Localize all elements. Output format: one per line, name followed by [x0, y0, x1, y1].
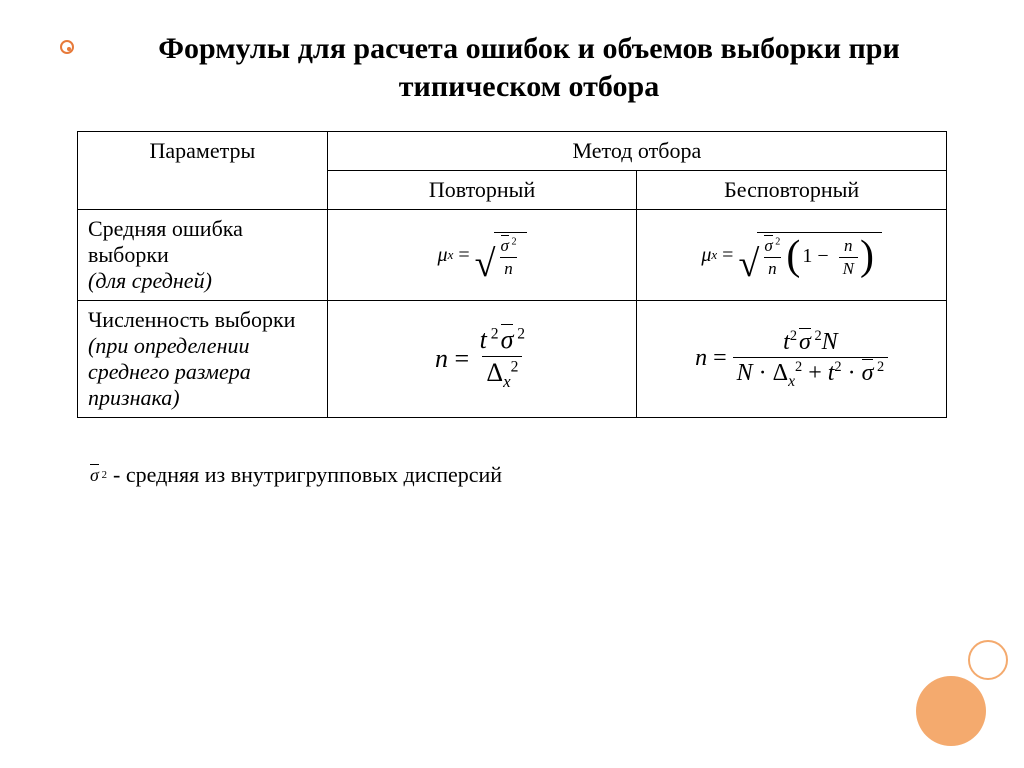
- footnote: σ 2 - средняя из внутригрупповых дисперс…: [90, 462, 964, 488]
- header-parameters: Параметры: [78, 132, 328, 210]
- bullet-icon: [60, 40, 78, 58]
- table-row: Численность выборки (при определении сре…: [78, 301, 947, 418]
- heading-row: Формулы для расчета ошибок и объемов выб…: [60, 30, 964, 105]
- header-nonrepeated: Бесповторный: [637, 171, 947, 210]
- decoration-circle-outline: [968, 640, 1008, 680]
- table-row: Средняя ошибка выборки (для средней) μx …: [78, 210, 947, 301]
- header-method: Метод отбора: [327, 132, 946, 171]
- row1-param: Средняя ошибка выборки (для средней): [78, 210, 328, 301]
- slide-title: Формулы для расчета ошибок и объемов выб…: [94, 30, 964, 105]
- table-header-row: Параметры Метод отбора: [78, 132, 947, 171]
- decoration-circle-fill: [916, 676, 986, 746]
- row1-formula-nonrepeated: μx = √ σ 2 n ( 1 −: [637, 210, 947, 301]
- row2-param-main: Численность выборки: [88, 307, 317, 333]
- row1-formula-repeated: μx = √ σ 2 n: [327, 210, 637, 301]
- row1-param-main: Средняя ошибка выборки: [88, 216, 317, 268]
- row2-formula-repeated: n = t 2σ 2 Δx2: [327, 301, 637, 418]
- formula-table: Параметры Метод отбора Повторный Бесповт…: [77, 131, 947, 418]
- row2-formula-nonrepeated: n = t2σ 2N N · Δx2 + t2 · σ 2: [637, 301, 947, 418]
- footnote-text: - средняя из внутригрупповых дисперсий: [113, 462, 502, 488]
- header-repeated: Повторный: [327, 171, 637, 210]
- row2-param-sub: (при определении среднего размера призна…: [88, 333, 317, 411]
- slide: Формулы для расчета ошибок и объемов выб…: [0, 0, 1024, 768]
- row1-param-sub: (для средней): [88, 268, 317, 294]
- sigma-bar-squared-icon: σ 2: [90, 465, 107, 486]
- row2-param: Численность выборки (при определении сре…: [78, 301, 328, 418]
